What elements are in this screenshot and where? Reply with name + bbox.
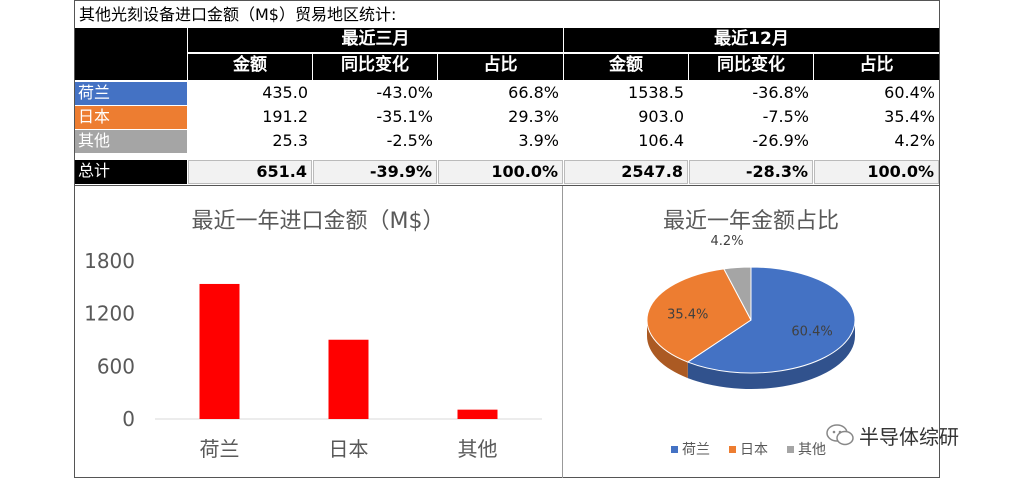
total-cell: -28.3% bbox=[689, 160, 813, 184]
table-divider bbox=[75, 185, 939, 186]
table-cell: 60.4% bbox=[884, 83, 935, 102]
pie-slice-side bbox=[687, 320, 855, 389]
pie-chart: 最近一年金额占比 60.4% 35.4% 4.2% 荷兰 日本 其他 bbox=[646, 209, 856, 458]
table-cell: 35.4% bbox=[884, 107, 935, 126]
total-cell: 100.0% bbox=[438, 160, 563, 184]
table-cell: 66.8% bbox=[508, 83, 559, 102]
legend-label: 其他 bbox=[798, 442, 826, 458]
y-tick-label: 1800 bbox=[84, 249, 135, 273]
pie-data-label: 35.4% bbox=[667, 308, 708, 323]
row-label: 日本 bbox=[75, 106, 187, 129]
bar bbox=[457, 409, 498, 419]
wechat-icon bbox=[826, 424, 854, 446]
watermark-text: 半导体综研 bbox=[859, 424, 959, 449]
y-tick-label: 0 bbox=[122, 407, 135, 431]
legend-swatch bbox=[729, 446, 736, 453]
table-cell: 29.3% bbox=[508, 107, 559, 126]
total-cell: -39.9% bbox=[313, 160, 437, 184]
total-cell: 100.0% bbox=[814, 160, 939, 184]
x-tick-label: 其他 bbox=[458, 437, 498, 461]
group-header-12m: 最近12月 bbox=[564, 28, 939, 52]
pie-data-label: 60.4% bbox=[791, 325, 832, 340]
col-header-amount-3m: 金额 bbox=[188, 54, 312, 80]
table-cell: 435.0 bbox=[262, 83, 308, 102]
group-header-3m: 最近三月 bbox=[188, 28, 563, 52]
total-cell: 651.4 bbox=[188, 160, 312, 184]
table-cell: 4.2% bbox=[894, 131, 935, 150]
header-corner bbox=[75, 28, 187, 80]
table-cell: 191.2 bbox=[262, 107, 308, 126]
pie-data-label: 4.2% bbox=[711, 234, 744, 249]
table-cell: -7.5% bbox=[762, 107, 809, 126]
legend-swatch bbox=[787, 446, 794, 453]
bar bbox=[199, 283, 240, 419]
x-tick-label: 日本 bbox=[329, 437, 369, 461]
table-cell: 106.4 bbox=[638, 131, 684, 150]
table-title: 其他光刻设备进口金额（M$）贸易地区统计: bbox=[79, 5, 397, 24]
legend-swatch bbox=[671, 446, 678, 453]
table-cell: -43.0% bbox=[376, 83, 433, 102]
y-tick-label: 1200 bbox=[84, 302, 135, 326]
col-header-yoy-12m: 同比变化 bbox=[689, 54, 813, 80]
row-label: 荷兰 bbox=[75, 82, 187, 105]
table-cell: 903.0 bbox=[638, 107, 684, 126]
pie-slice bbox=[686, 266, 856, 374]
bar-chart-title: 最近一年进口金额（M$） bbox=[192, 209, 445, 234]
table-cell: 3.9% bbox=[518, 131, 559, 150]
table-divider bbox=[562, 186, 563, 478]
pie-slice bbox=[646, 268, 752, 363]
pie-slice bbox=[723, 266, 752, 321]
col-header-share-3m: 占比 bbox=[438, 54, 563, 80]
legend-label: 荷兰 bbox=[682, 442, 710, 458]
table-cell: -2.5% bbox=[386, 131, 433, 150]
pie-slice-side bbox=[647, 320, 688, 379]
pie-chart-title: 最近一年金额占比 bbox=[663, 209, 839, 234]
col-header-yoy-3m: 同比变化 bbox=[313, 54, 437, 80]
table-cell: 25.3 bbox=[272, 131, 308, 150]
table-cell: -26.9% bbox=[752, 131, 809, 150]
table-cell: 1538.5 bbox=[628, 83, 684, 102]
total-cell: 2547.8 bbox=[564, 160, 688, 184]
y-tick-label: 600 bbox=[97, 354, 135, 378]
total-label: 总计 bbox=[75, 160, 187, 184]
watermark: 半导体综研 bbox=[825, 422, 959, 449]
col-header-share-12m: 占比 bbox=[814, 54, 939, 80]
bar-chart: 最近一年进口金额（M$） 0 600 1200 1800 荷兰 日本 其他 bbox=[84, 209, 542, 461]
table-cell: -35.1% bbox=[376, 107, 433, 126]
table-cell: -36.8% bbox=[752, 83, 809, 102]
row-label: 其他 bbox=[75, 130, 187, 153]
legend-label: 日本 bbox=[740, 442, 768, 458]
col-header-amount-12m: 金额 bbox=[564, 54, 688, 80]
bar bbox=[328, 339, 369, 419]
x-tick-label: 荷兰 bbox=[200, 437, 240, 461]
